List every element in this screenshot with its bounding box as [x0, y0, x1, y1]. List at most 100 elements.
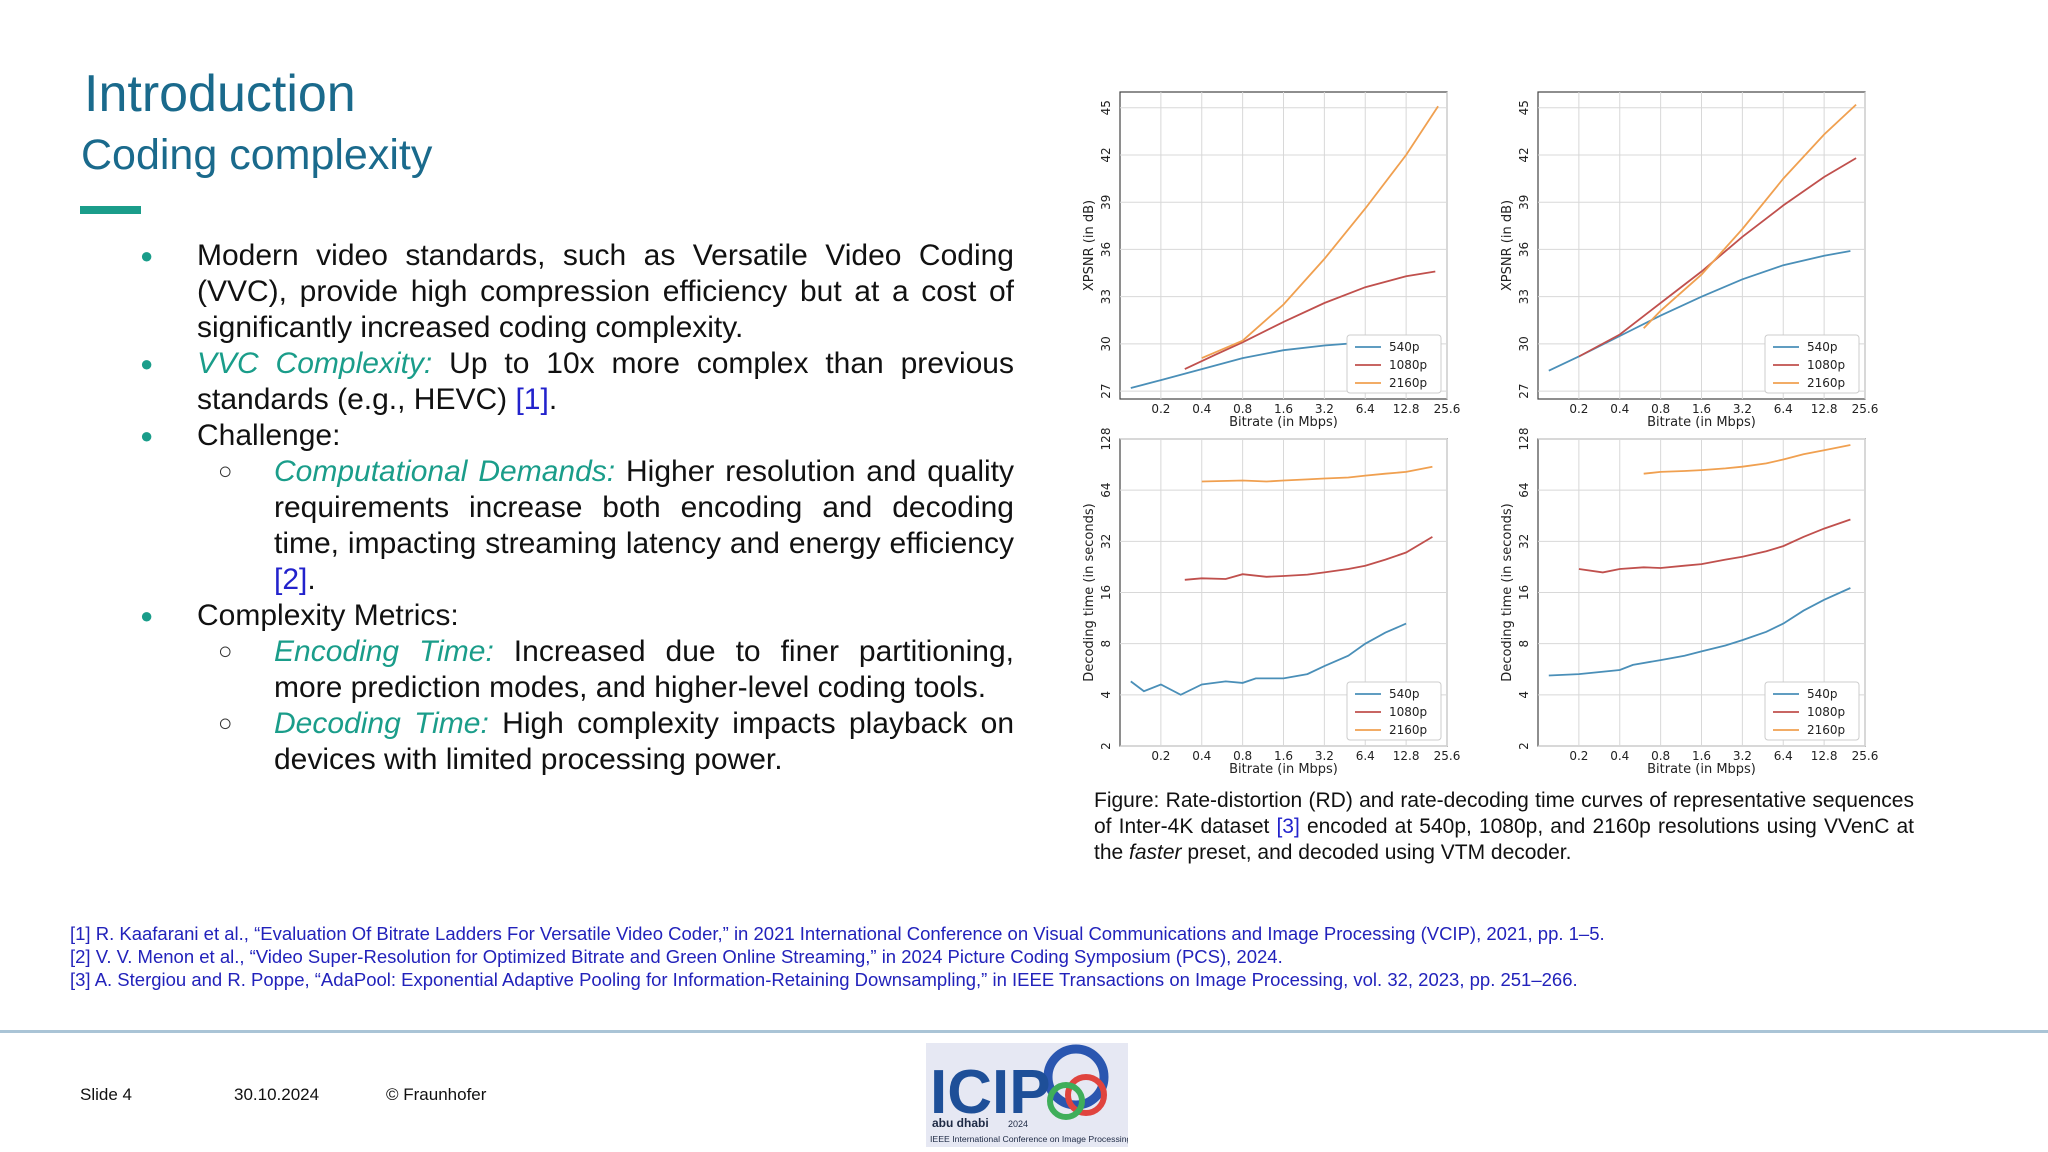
- x-tick-label: 3.2: [1315, 749, 1334, 763]
- legend-box: [1346, 334, 1442, 394]
- x-tick-label: 3.2: [1315, 402, 1334, 416]
- slide-title: Introduction: [84, 65, 356, 123]
- copyright: © Fraunhofer: [386, 1085, 487, 1104]
- y-tick-label: 64: [1099, 483, 1113, 498]
- x-tick-label: 0.2: [1569, 402, 1588, 416]
- y-axis-label: XPSNR (in dB): [1082, 200, 1097, 291]
- x-tick-label: 0.8: [1233, 749, 1252, 763]
- x-tick-label: 6.4: [1774, 749, 1793, 763]
- bullet-text: Challenge:: [197, 419, 341, 452]
- series-line-1080p: [1184, 270, 1436, 370]
- x-tick-label: 0.2: [1151, 402, 1170, 416]
- slide-subtitle: Coding complexity: [81, 131, 433, 179]
- x-tick-label: 12.8: [1393, 749, 1420, 763]
- legend-label: 540p: [1807, 687, 1838, 701]
- caption-text: preset, and decoded using VTM decoder.: [1181, 841, 1572, 864]
- y-axis-label: Decoding time (in seconds): [1082, 503, 1097, 681]
- bullet-circle-icon: ○: [218, 638, 233, 665]
- x-tick-label: 6.4: [1774, 402, 1793, 416]
- y-tick-label: 4: [1517, 691, 1531, 699]
- logo-ring-red: [1065, 1074, 1107, 1116]
- x-tick-label: 25.6: [1434, 402, 1461, 416]
- y-tick-label: 128: [1099, 428, 1113, 451]
- series-line-1080p: [1578, 518, 1851, 574]
- logo-caption: IEEE International Conference on Image P…: [930, 1134, 1128, 1144]
- bullet-text: Increased due to finer partitioning, mor…: [274, 635, 1015, 704]
- x-axis-label: Bitrate (in Mbps): [1229, 762, 1338, 777]
- reference-item[interactable]: [1] R. Kaafarani et al., “Evaluation Of …: [70, 923, 1605, 944]
- x-tick-label: 1.6: [1692, 749, 1711, 763]
- citation-link[interactable]: [2]: [274, 563, 308, 596]
- y-tick-label: 8: [1517, 640, 1531, 648]
- sub-bullet-item: ○ Encoding Time: Increased due to finer …: [140, 634, 1014, 706]
- bullet-dot-icon: ●: [140, 423, 154, 448]
- caption-text: encoded at 540p, 1080p, and 2160p resolu…: [1094, 815, 1914, 864]
- logo-year: 2024: [1008, 1119, 1028, 1129]
- legend-label: 2160p: [1389, 723, 1427, 737]
- y-tick-label: 16: [1099, 585, 1113, 600]
- citation-link[interactable]: [1]: [515, 383, 549, 416]
- legend-label: 540p: [1389, 687, 1420, 701]
- x-tick-label: 12.8: [1811, 749, 1838, 763]
- bullet-emphasis: VVC Complexity:: [197, 347, 433, 380]
- y-tick-label: 39: [1099, 195, 1113, 210]
- legend-label: 2160p: [1389, 376, 1427, 390]
- bullet-emphasis: Computational Demands:: [274, 455, 616, 488]
- x-tick-label: 6.4: [1356, 402, 1375, 416]
- bullet-circle-icon: ○: [218, 710, 233, 737]
- series-line-540p: [1130, 622, 1407, 696]
- y-tick-label: 45: [1517, 100, 1531, 115]
- y-tick-label: 32: [1099, 534, 1113, 549]
- sub-bullet-item: ○ Computational Demands: Higher resoluti…: [140, 454, 1014, 598]
- references: [1] R. Kaafarani et al., “Evaluation Of …: [70, 922, 1605, 991]
- y-tick-label: 30: [1099, 336, 1113, 351]
- y-tick-label: 36: [1099, 242, 1113, 257]
- x-tick-label: 0.8: [1651, 749, 1670, 763]
- x-tick-label: 0.4: [1610, 402, 1629, 416]
- icip-logo: ICIP abu dhabi 2024 IEEE International C…: [926, 1043, 1128, 1147]
- logo-title: ICIP: [930, 1058, 1051, 1127]
- bullet-text: Up to 10x more complex than previous sta…: [197, 347, 1014, 416]
- y-tick-label: 32: [1517, 534, 1531, 549]
- y-tick-label: 8: [1099, 640, 1113, 648]
- x-tick-label: 0.2: [1151, 749, 1170, 763]
- x-tick-label: 1.6: [1274, 402, 1293, 416]
- x-tick-label: 25.6: [1852, 402, 1879, 416]
- x-tick-label: 0.4: [1610, 749, 1629, 763]
- y-tick-label: 16: [1517, 585, 1531, 600]
- series-line-2160p: [1201, 105, 1439, 359]
- legend-label: 2160p: [1807, 723, 1845, 737]
- x-tick-label: 1.6: [1274, 749, 1293, 763]
- legend-box: [1764, 334, 1860, 394]
- legend-label: 2160p: [1807, 376, 1845, 390]
- bullet-item: ● Complexity Metrics:: [140, 598, 1014, 634]
- citation-link[interactable]: [3]: [1276, 815, 1300, 838]
- y-tick-label: 33: [1099, 289, 1113, 304]
- x-tick-label: 0.8: [1233, 402, 1252, 416]
- x-tick-label: 0.8: [1651, 402, 1670, 416]
- logo-ring-blue: [1043, 1044, 1109, 1110]
- bullet-dot-icon: ●: [140, 603, 154, 628]
- legend-label: 1080p: [1807, 358, 1845, 372]
- footer-divider: [0, 1030, 2048, 1033]
- bullet-dot-icon: ●: [140, 243, 154, 268]
- legend-box: [1346, 681, 1442, 741]
- figure-caption: Figure: Rate-distortion (RD) and rate-de…: [1094, 788, 1914, 866]
- x-axis-label: Bitrate (in Mbps): [1647, 762, 1756, 777]
- bullet-circle-icon: ○: [218, 458, 233, 485]
- reference-item[interactable]: [2] V. V. Menon et al., “Video Super-Res…: [70, 946, 1283, 967]
- x-axis-label: Bitrate (in Mbps): [1647, 415, 1756, 430]
- series-line-2160p: [1643, 444, 1851, 475]
- logo-ring-green: [1047, 1082, 1085, 1120]
- x-tick-label: 0.4: [1192, 749, 1211, 763]
- caption-text: Figure: Rate-distortion (RD) and rate-de…: [1094, 789, 1914, 838]
- bullet-item: ● VVC Complexity: Up to 10x more complex…: [140, 346, 1014, 418]
- series-line-2160p: [1201, 465, 1433, 483]
- reference-item[interactable]: [3] A. Stergiou and R. Poppe, “AdaPool: …: [70, 969, 1578, 990]
- bullet-list: ● Modern video standards, such as Versat…: [140, 238, 1014, 778]
- y-axis-label: XPSNR (in dB): [1500, 200, 1515, 291]
- series-line-1080p: [1578, 157, 1857, 358]
- slide-number: Slide 4: [80, 1085, 132, 1104]
- bullet-text: Higher resolution and quality requiremen…: [274, 455, 1014, 560]
- x-axis-label: Bitrate (in Mbps): [1229, 415, 1338, 430]
